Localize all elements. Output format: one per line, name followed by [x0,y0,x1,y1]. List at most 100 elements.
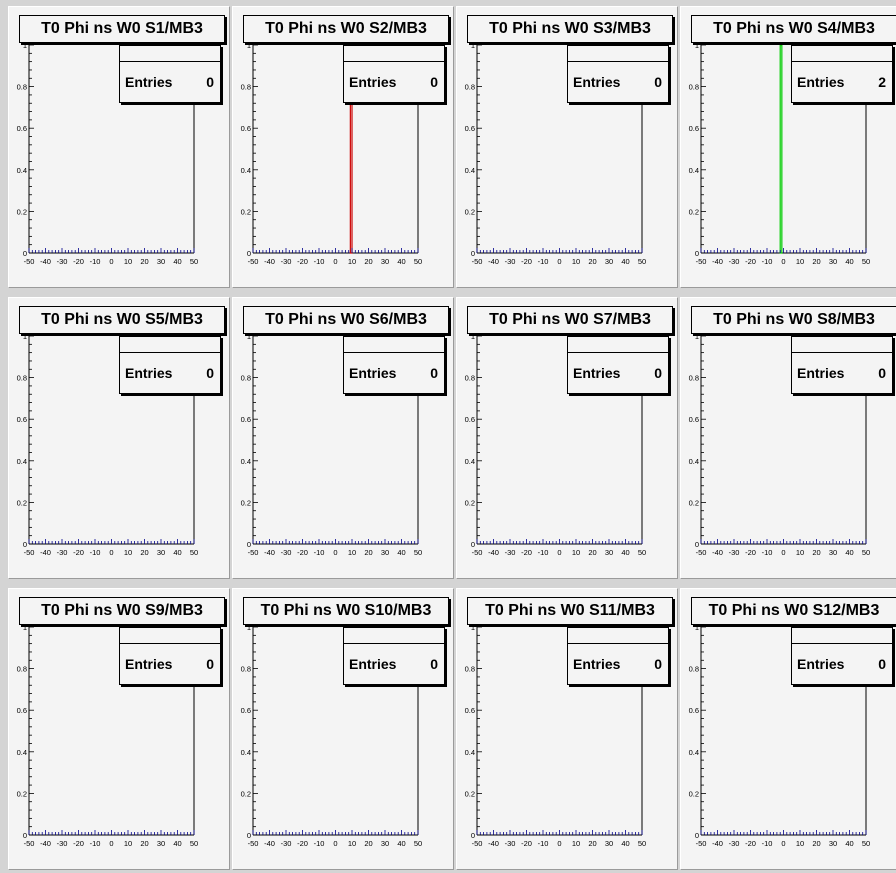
histogram-title: T0 Phi ns W0 S4/MB3 [691,15,896,43]
histogram-title: T0 Phi ns W0 S12/MB3 [691,597,896,625]
stats-box[interactable]: Entries 0 [343,45,445,103]
y-tick-label: 1 [471,332,475,341]
histogram-pad-5[interactable]: -50 -40 -30 -20 -10 0 10 20 30 40 50 0 0.2 0.4 0.6 0.8 1… [8,297,230,579]
histogram-pad-6[interactable]: -50 -40 -30 -20 -10 0 10 20 30 40 50 0 0.2 0.4 0.6 0.8 1… [232,297,454,579]
x-tick-label: -20 [745,839,756,848]
x-tick-label: -30 [57,548,68,557]
x-tick-label: 20 [364,548,372,557]
y-tick-label: 0 [23,249,27,258]
stats-box[interactable]: Entries 0 [567,336,669,394]
stats-histogram-name [344,46,444,60]
y-tick-label: 0.4 [465,457,475,466]
stats-divider [344,643,444,644]
stats-box[interactable]: Entries 0 [567,627,669,685]
x-tick-label: -50 [472,839,483,848]
histogram-title: T0 Phi ns W0 S7/MB3 [467,306,673,334]
y-tick-label: 0.8 [465,83,475,92]
x-tick-label: 0 [781,548,785,557]
x-tick-label: -20 [297,257,308,266]
entries-label: Entries [349,656,397,672]
x-tick-label: -20 [745,257,756,266]
histogram-pad-7[interactable]: -50 -40 -30 -20 -10 0 10 20 30 40 50 0 0.2 0.4 0.6 0.8 1… [456,297,678,579]
stats-box[interactable]: Entries 0 [791,336,893,394]
x-tick-label: -50 [696,548,707,557]
entries-value: 0 [878,365,886,381]
entries-label: Entries [125,365,173,381]
histogram-title: T0 Phi ns W0 S11/MB3 [467,597,673,625]
x-tick-label: 30 [605,839,613,848]
stats-box[interactable]: Entries 2 [791,45,893,103]
x-tick-label: 50 [414,548,422,557]
x-tick-label: -50 [248,839,259,848]
histogram-pad-3[interactable]: -50 -40 -30 -20 -10 0 10 20 30 40 50 0 0.2 0.4 0.6 0.8 1… [456,6,678,288]
x-tick-label: 40 [621,548,629,557]
x-tick-label: 30 [829,548,837,557]
y-tick-label: 0 [247,249,251,258]
y-tick-label: 0.8 [17,665,27,674]
x-tick-label: 30 [605,257,613,266]
entries-label: Entries [797,74,845,90]
histogram-pad-9[interactable]: -50 -40 -30 -20 -10 0 10 20 30 40 50 0 0.2 0.4 0.6 0.8 1… [8,588,230,870]
plot-area: -50 -40 -30 -20 -10 0 10 20 30 40 50 0 0.2 0.4 0.6 0.8 1 [465,41,647,266]
stats-box[interactable]: Entries 0 [343,336,445,394]
stats-divider [792,643,892,644]
entries-value: 0 [430,656,438,672]
y-tick-label: 0.4 [689,166,699,175]
x-tick-label: -40 [712,548,723,557]
x-tick-label: 20 [364,839,372,848]
x-tick-label: -30 [505,548,516,557]
histogram-title: T0 Phi ns W0 S3/MB3 [467,15,673,43]
histogram-pad-2[interactable]: -50 -40 -30 -20 -10 0 10 20 30 40 50 0 0.2 0.4 0.6 0.8 1… [232,6,454,288]
x-tick-label: 20 [588,839,596,848]
x-tick-label: 0 [557,257,561,266]
histogram-pad-11[interactable]: -50 -40 -30 -20 -10 0 10 20 30 40 50 0 0.2 0.4 0.6 0.8 1… [456,588,678,870]
histogram-pad-8[interactable]: -50 -40 -30 -20 -10 0 10 20 30 40 50 0 0.2 0.4 0.6 0.8 1… [680,297,896,579]
y-tick-label: 0.2 [689,498,699,507]
stats-box[interactable]: Entries 0 [119,336,221,394]
y-tick-label: 0.8 [241,83,251,92]
y-tick-label: 0.2 [17,498,27,507]
y-tick-label: 0.6 [241,124,251,133]
x-tick-label: -40 [264,839,275,848]
x-tick-label: -20 [521,839,532,848]
x-tick-label: 50 [190,839,198,848]
entries-label: Entries [573,74,621,90]
y-tick-label: 0 [471,249,475,258]
y-tick-label: 0.4 [241,166,251,175]
stats-box[interactable]: Entries 0 [119,45,221,103]
x-tick-label: -20 [297,839,308,848]
y-tick-label: 0 [695,831,699,840]
entries-label: Entries [797,365,845,381]
y-tick-label: 0.8 [241,374,251,383]
y-tick-label: 1 [695,41,699,50]
x-tick-label: -20 [73,257,84,266]
y-tick-label: 0.4 [17,457,27,466]
x-tick-label: 40 [845,548,853,557]
stats-box[interactable]: Entries 0 [567,45,669,103]
plot-area: -50 -40 -30 -20 -10 0 10 20 30 40 50 0 0.2 0.4 0.6 0.8 1 [241,41,423,266]
x-tick-label: -20 [521,257,532,266]
x-tick-label: 40 [621,257,629,266]
y-tick-label: 0.2 [689,207,699,216]
stats-box[interactable]: Entries 0 [343,627,445,685]
stats-histogram-name [568,628,668,642]
y-tick-label: 0.6 [465,124,475,133]
histogram-pad-12[interactable]: -50 -40 -30 -20 -10 0 10 20 30 40 50 0 0.2 0.4 0.6 0.8 1… [680,588,896,870]
plot-area: -50 -40 -30 -20 -10 0 10 20 30 40 50 0 0.2 0.4 0.6 0.8 1 [465,623,647,848]
histogram-pad-4[interactable]: -50 -40 -30 -20 -10 0 10 20 30 40 50 0 0.2 0.4 0.6 0.8 1… [680,6,896,288]
x-tick-label: 20 [588,548,596,557]
histogram-title: T0 Phi ns W0 S2/MB3 [243,15,449,43]
y-tick-label: 0 [695,540,699,549]
x-tick-label: 10 [348,548,356,557]
y-tick-label: 0.6 [17,124,27,133]
plot-area: -50 -40 -30 -20 -10 0 10 20 30 40 50 0 0.2 0.4 0.6 0.8 1 [465,332,647,557]
x-tick-label: -10 [762,257,773,266]
y-tick-label: 0.8 [689,374,699,383]
stats-box[interactable]: Entries 0 [119,627,221,685]
stats-box[interactable]: Entries 0 [791,627,893,685]
x-tick-label: 40 [845,839,853,848]
histogram-pad-10[interactable]: -50 -40 -30 -20 -10 0 10 20 30 40 50 0 0.2 0.4 0.6 0.8 1… [232,588,454,870]
histogram-pad-1[interactable]: -50 -40 -30 -20 -10 0 10 20 30 40 50 0 0.2 0.4 0.6 0.8 1… [8,6,230,288]
y-tick-label: 0.2 [465,207,475,216]
x-tick-label: 30 [381,548,389,557]
